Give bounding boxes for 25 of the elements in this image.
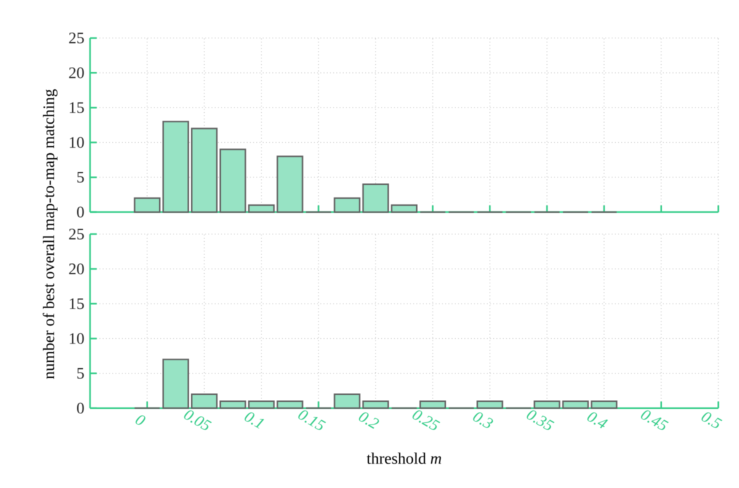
y-tick-label: 15 [70,298,84,309]
y-axis-title: number of best overall map-to-map matching [42,89,58,379]
x-tick-label: 0.5 [702,412,722,428]
y-tick-label: 20 [69,67,84,78]
x-tick-label: 0.35 [526,410,554,430]
x-tick-label: 0.4 [587,412,608,428]
x-tick-label: 0.45 [641,410,669,430]
y-tick-label: 0 [77,402,84,414]
x-tick-label: 0.15 [298,410,326,430]
x-tick-label: 0.1 [244,412,264,429]
x-tick-label: 0.3 [473,412,494,428]
y-tick-label: 10 [70,333,84,344]
y-tick-label: 5 [77,368,84,379]
y-tick-label: 5 [77,172,84,182]
x-axis-title: threshold m [366,452,442,464]
y-tick-label: 10 [70,136,84,148]
y-tick-label: 15 [70,102,84,113]
y-tick-label: 0 [77,206,84,218]
x-tick-label: 0.2 [358,412,380,429]
x-tick-label: 0 [136,415,146,425]
y-tick-label: 25 [69,228,84,240]
y-tick-label: 25 [69,32,84,44]
x-tick-label: 0.25 [412,410,440,430]
y-tick-label: 20 [69,263,84,274]
x-tick-label: 0.05 [184,410,212,430]
